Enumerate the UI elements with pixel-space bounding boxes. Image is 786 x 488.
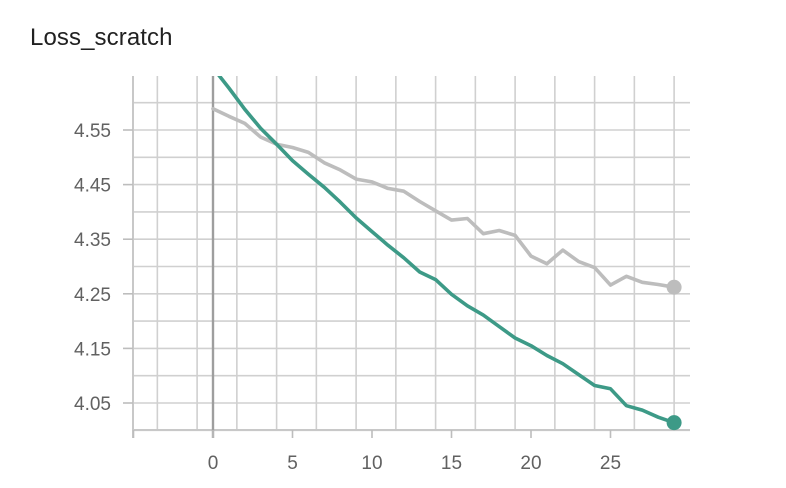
y-tick-label: 4.15: [74, 339, 111, 360]
series-end-point-1: [666, 279, 682, 295]
y-tick-label: 4.35: [74, 230, 111, 251]
x-tick-label: 20: [520, 453, 541, 474]
x-tick-label: 15: [441, 453, 462, 474]
y-tick-label: 4.25: [74, 285, 111, 306]
x-tick-label: 25: [600, 453, 621, 474]
x-tick-label: 0: [208, 453, 219, 474]
y-tick-label: 4.45: [74, 176, 111, 197]
series-line-1: [211, 106, 676, 290]
series-line-2: [217, 76, 676, 425]
x-tick-label: 5: [287, 453, 298, 474]
y-tick-label: 4.05: [74, 394, 111, 415]
series-end-point-2: [666, 415, 682, 431]
x-tick-label: 10: [361, 453, 382, 474]
y-tick-label: 4.55: [74, 121, 111, 142]
chart-title: Loss_scratch: [30, 24, 173, 51]
